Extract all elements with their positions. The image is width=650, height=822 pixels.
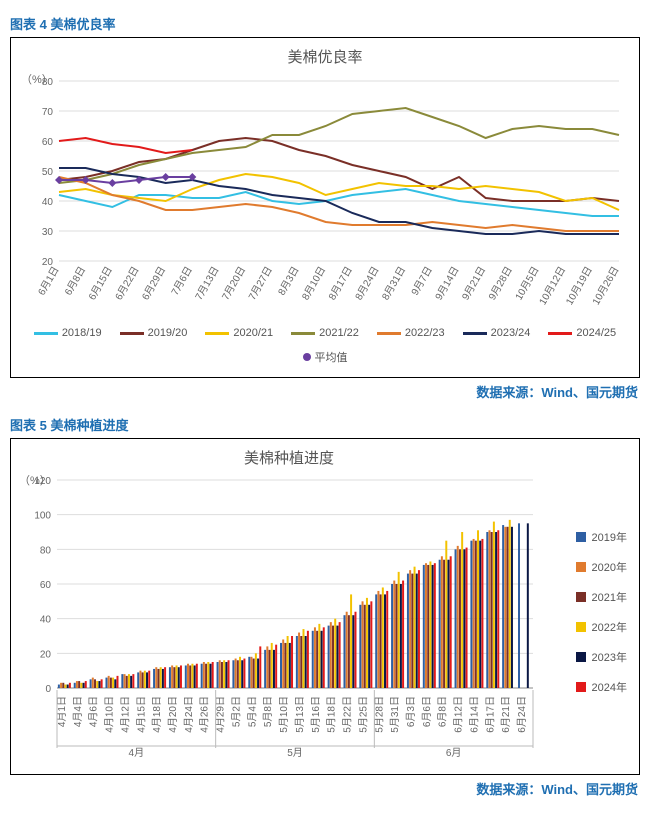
figure4-label: 图表 4 美棉优良率	[10, 14, 640, 33]
chart1-plot: 20304050607080（%）6月1日6月8日6月15日6月22日6月29日…	[19, 71, 629, 321]
svg-text:7月13日: 7月13日	[193, 265, 222, 303]
svg-text:6月: 6月	[446, 747, 462, 759]
svg-text:4月18日: 4月18日	[151, 696, 163, 733]
svg-text:20: 20	[40, 649, 52, 660]
svg-text:0: 0	[45, 684, 51, 695]
svg-text:60: 60	[42, 137, 54, 148]
svg-text:6月21日: 6月21日	[500, 696, 512, 733]
figure5-label: 图表 5 美棉种植进度	[10, 415, 640, 434]
svg-text:6月22日: 6月22日	[113, 265, 142, 303]
svg-text:4月26日: 4月26日	[199, 696, 211, 733]
svg-text:8月17日: 8月17日	[326, 265, 355, 303]
svg-text:4月10日: 4月10日	[104, 696, 116, 733]
svg-text:10月19日: 10月19日	[563, 265, 595, 308]
svg-text:6月12日: 6月12日	[453, 696, 465, 733]
svg-text:4月12日: 4月12日	[119, 696, 131, 733]
svg-text:70: 70	[42, 107, 54, 118]
chart2-plot: 020406080100120（%）4月1日4月4日4月6日4月10日4月12日…	[19, 472, 539, 762]
svg-text:6月24日: 6月24日	[516, 696, 528, 733]
svg-text:40: 40	[42, 197, 54, 208]
svg-text:9月28日: 9月28日	[486, 265, 515, 303]
svg-text:4月: 4月	[129, 747, 145, 759]
svg-text:40: 40	[40, 615, 52, 626]
svg-text:8月3日: 8月3日	[276, 265, 302, 298]
svg-text:5月2日: 5月2日	[230, 696, 242, 727]
svg-text:7月27日: 7月27日	[246, 265, 275, 303]
svg-text:5月13日: 5月13日	[294, 696, 306, 733]
svg-text:8月10日: 8月10日	[300, 265, 329, 303]
svg-text:5月: 5月	[287, 747, 303, 759]
svg-text:10月26日: 10月26日	[590, 265, 622, 308]
svg-text:6月29日: 6月29日	[140, 265, 169, 303]
svg-text:5月18日: 5月18日	[326, 696, 338, 733]
svg-text:5月16日: 5月16日	[310, 696, 322, 733]
svg-text:50: 50	[42, 167, 54, 178]
svg-text:4月15日: 4月15日	[135, 696, 147, 733]
svg-text:6月8日: 6月8日	[437, 696, 449, 727]
svg-text:100: 100	[34, 511, 51, 522]
svg-text:8月31日: 8月31日	[380, 265, 409, 303]
svg-text:6月8日: 6月8日	[62, 265, 88, 298]
svg-text:10月12日: 10月12日	[537, 265, 569, 308]
svg-text:4月1日: 4月1日	[56, 696, 68, 727]
svg-text:5月25日: 5月25日	[357, 696, 369, 733]
svg-text:60: 60	[40, 580, 52, 591]
svg-text:4月24日: 4月24日	[183, 696, 195, 733]
svg-text:4月20日: 4月20日	[167, 696, 179, 733]
svg-text:5月8日: 5月8日	[262, 696, 274, 727]
svg-text:5月22日: 5月22日	[342, 696, 354, 733]
chart2-source: 数据来源：Wind、国元期货	[10, 779, 638, 798]
svg-text:8月24日: 8月24日	[353, 265, 382, 303]
svg-text:7月20日: 7月20日	[220, 265, 249, 303]
chart1-container: 美棉优良率 20304050607080（%）6月1日6月8日6月15日6月22…	[10, 37, 640, 378]
svg-text:6月15日: 6月15日	[86, 265, 115, 303]
svg-text:6月14日: 6月14日	[468, 696, 480, 733]
svg-text:5月28日: 5月28日	[373, 696, 385, 733]
svg-text:（%）: （%）	[19, 474, 51, 487]
svg-text:5月10日: 5月10日	[278, 696, 290, 733]
chart2-title: 美棉种植进度	[19, 447, 559, 468]
svg-text:4月29日: 4月29日	[215, 696, 227, 733]
svg-text:4月6日: 4月6日	[88, 696, 100, 727]
svg-text:（%）: （%）	[21, 73, 53, 86]
chart2-container: 美棉种植进度 020406080100120（%）4月1日4月4日4月6日4月1…	[10, 438, 640, 775]
svg-text:10月5日: 10月5日	[513, 265, 542, 303]
chart2-legend: 2019年2020年2021年2022年2023年2024年	[576, 529, 627, 695]
svg-text:4月4日: 4月4日	[72, 696, 84, 727]
chart1-source: 数据来源：Wind、国元期货	[10, 382, 638, 401]
svg-text:9月14日: 9月14日	[433, 265, 462, 303]
svg-text:6月6日: 6月6日	[421, 696, 433, 727]
svg-text:5月4日: 5月4日	[246, 696, 258, 727]
svg-text:6月17日: 6月17日	[484, 696, 496, 733]
svg-text:6月1日: 6月1日	[36, 265, 62, 298]
svg-text:9月7日: 9月7日	[409, 265, 435, 298]
svg-text:9月21日: 9月21日	[460, 265, 489, 303]
svg-text:5月31日: 5月31日	[389, 696, 401, 733]
chart1-title: 美棉优良率	[19, 46, 631, 67]
chart1-legend: 2018/192019/202020/212021/222022/232023/…	[19, 327, 631, 365]
svg-text:80: 80	[40, 545, 52, 556]
svg-text:6月3日: 6月3日	[405, 696, 417, 727]
svg-text:7月6日: 7月6日	[169, 265, 195, 298]
svg-text:30: 30	[42, 227, 54, 238]
